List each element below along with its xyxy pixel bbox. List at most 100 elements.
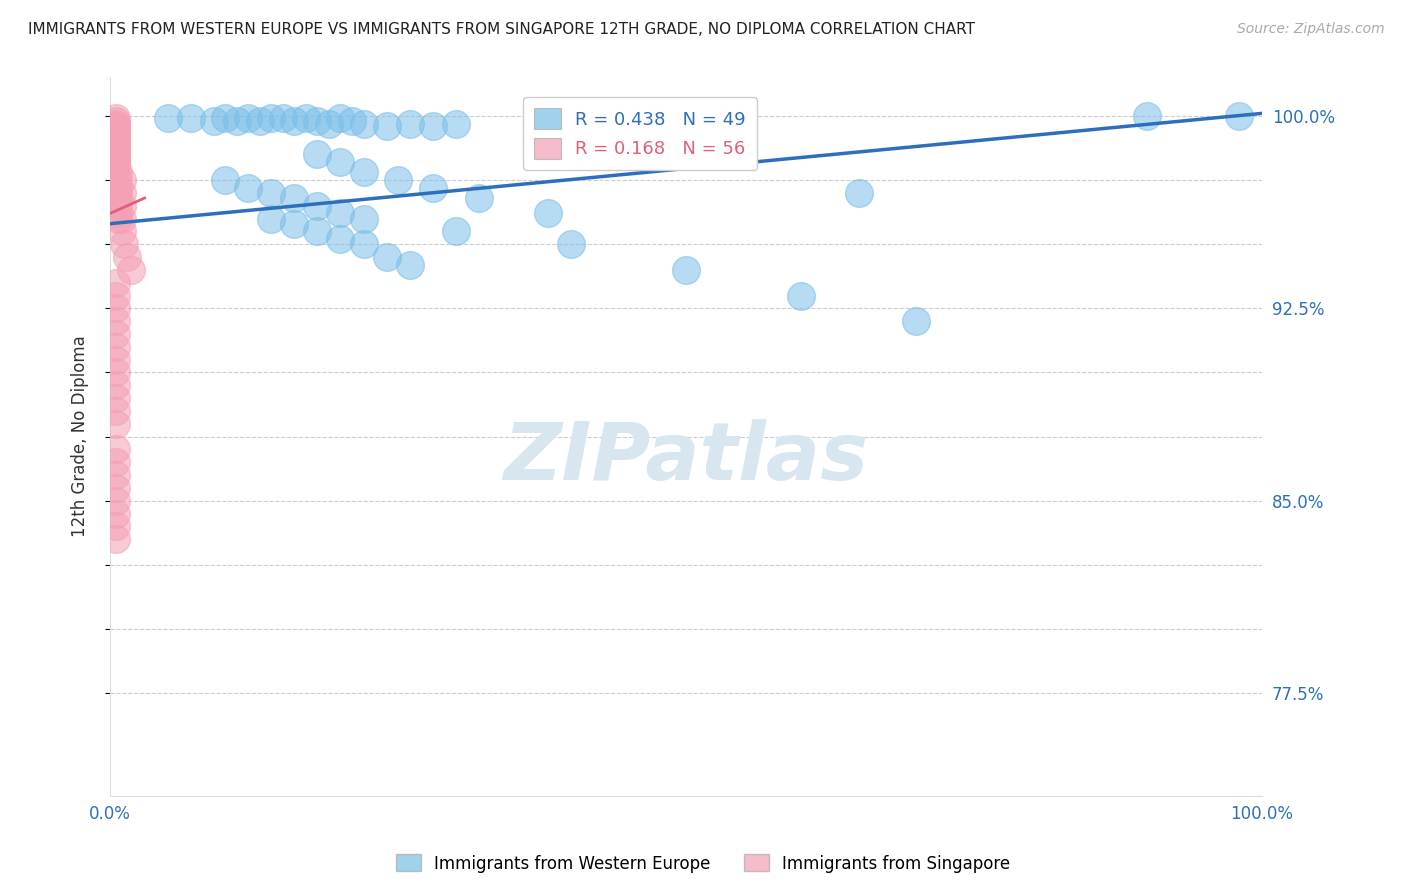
Point	[1136, 109, 1159, 123]
Point	[1227, 109, 1250, 123]
Point	[905, 314, 928, 328]
Point	[104, 117, 127, 131]
Point	[104, 112, 127, 126]
Point	[329, 206, 352, 220]
Point	[283, 114, 305, 128]
Point	[107, 186, 129, 200]
Point	[353, 117, 375, 131]
Point	[444, 224, 467, 238]
Point	[238, 180, 260, 194]
Point	[104, 124, 127, 138]
Point	[295, 112, 318, 126]
Point	[307, 114, 329, 128]
Point	[156, 112, 179, 126]
Point	[104, 352, 127, 367]
Point	[107, 206, 129, 220]
Point	[104, 378, 127, 392]
Point	[260, 186, 283, 200]
Point	[110, 224, 132, 238]
Point	[307, 224, 329, 238]
Point	[110, 173, 132, 187]
Point	[537, 206, 560, 220]
Point	[104, 135, 127, 149]
Point	[104, 404, 127, 418]
Point	[107, 180, 129, 194]
Point	[104, 145, 127, 159]
Point	[202, 114, 225, 128]
Point	[329, 112, 352, 126]
Point	[675, 263, 697, 277]
Point	[283, 191, 305, 205]
Point	[104, 160, 127, 174]
Point	[104, 326, 127, 341]
Point	[353, 165, 375, 179]
Point	[104, 507, 127, 521]
Point	[422, 119, 444, 133]
Point	[104, 129, 127, 144]
Point	[110, 199, 132, 213]
Point	[104, 119, 127, 133]
Point	[214, 112, 236, 126]
Point	[307, 199, 329, 213]
Point	[104, 121, 127, 136]
Point	[238, 112, 260, 126]
Point	[422, 180, 444, 194]
Point	[104, 132, 127, 146]
Point	[104, 533, 127, 547]
Point	[249, 114, 271, 128]
Point	[104, 288, 127, 302]
Point	[112, 237, 135, 252]
Point	[848, 186, 870, 200]
Point	[444, 117, 467, 131]
Point	[104, 493, 127, 508]
Point	[120, 263, 142, 277]
Point	[107, 173, 129, 187]
Point	[110, 186, 132, 200]
Point	[104, 155, 127, 169]
Point	[104, 301, 127, 316]
Point	[104, 158, 127, 172]
Point	[104, 391, 127, 405]
Point	[353, 211, 375, 226]
Point	[104, 139, 127, 153]
Point	[560, 237, 582, 252]
Point	[340, 114, 363, 128]
Point	[104, 150, 127, 164]
Point	[375, 250, 398, 264]
Point	[107, 199, 129, 213]
Point	[214, 173, 236, 187]
Y-axis label: 12th Grade, No Diploma: 12th Grade, No Diploma	[72, 335, 89, 538]
Point	[271, 112, 294, 126]
Point	[283, 217, 305, 231]
Point	[104, 314, 127, 328]
Point	[398, 258, 420, 272]
Point	[318, 117, 340, 131]
Point	[104, 366, 127, 380]
Point	[110, 211, 132, 226]
Point	[260, 211, 283, 226]
Point	[467, 191, 489, 205]
Text: Source: ZipAtlas.com: Source: ZipAtlas.com	[1237, 22, 1385, 37]
Point	[104, 519, 127, 533]
Point	[104, 114, 127, 128]
Point	[353, 237, 375, 252]
Point	[260, 112, 283, 126]
Point	[104, 137, 127, 152]
Point	[104, 468, 127, 483]
Point	[104, 455, 127, 469]
Point	[329, 232, 352, 246]
Point	[104, 153, 127, 167]
Point	[104, 142, 127, 156]
Point	[104, 442, 127, 457]
Point	[117, 250, 139, 264]
Point	[107, 211, 129, 226]
Point	[180, 112, 202, 126]
Point	[104, 276, 127, 290]
Point	[104, 147, 127, 161]
Point	[790, 288, 813, 302]
Point	[104, 417, 127, 431]
Point	[329, 155, 352, 169]
Point	[387, 173, 409, 187]
Point	[375, 119, 398, 133]
Point	[104, 127, 127, 141]
